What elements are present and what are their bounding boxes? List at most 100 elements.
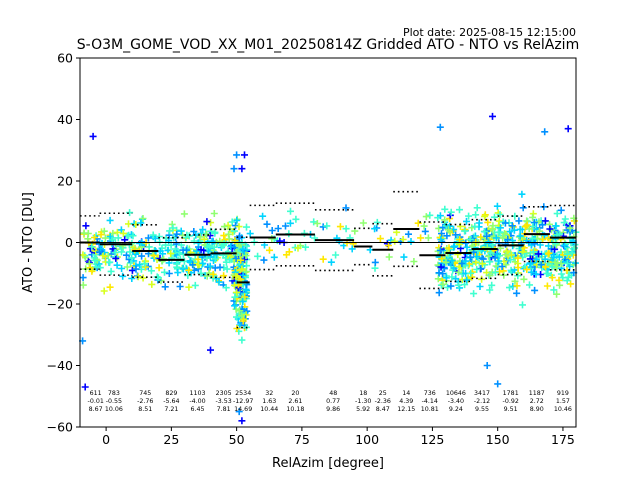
plot-date: Plot date: 2025-08-15 12:15:00 — [403, 26, 576, 39]
scatter-point — [165, 270, 173, 277]
scatter-point — [445, 244, 453, 252]
scatter-point — [137, 219, 145, 227]
scatter-point — [99, 252, 107, 259]
scatter-point — [421, 227, 429, 235]
scatter-point — [477, 265, 485, 272]
scatter-point — [233, 325, 241, 332]
bin-count-label: 1781 — [503, 390, 519, 397]
scatter-point — [496, 224, 504, 232]
bin-mean-label: -2.36 — [375, 398, 391, 405]
scatter-point — [107, 267, 115, 275]
bin-std-label: 9.51 — [504, 406, 518, 413]
bin-std-label: 7.81 — [217, 406, 231, 413]
bin-count-label: 919 — [557, 390, 569, 397]
scatter-point — [487, 249, 495, 257]
scatter-point — [481, 212, 489, 220]
bin-count-label: 736 — [424, 390, 436, 397]
bin-count-label: 745 — [139, 390, 151, 397]
scatter-point — [233, 216, 241, 224]
scatter-point — [243, 242, 250, 250]
scatter-point — [185, 266, 193, 274]
scatter-point — [439, 270, 447, 278]
bin-std-label: 12.15 — [397, 406, 415, 413]
bin-count-label: 14 — [402, 390, 410, 397]
scatter-point — [548, 274, 556, 282]
scatter-point — [551, 258, 559, 266]
bin-mean-label: -4.00 — [189, 398, 205, 405]
x-axis-ticks: 0 25 50 75 100 125 150 175 — [102, 427, 575, 447]
x-tick-label: 150 — [486, 432, 510, 447]
scatter-point — [553, 290, 561, 298]
x-tick-label: 175 — [551, 432, 575, 447]
bin-statistics — [80, 190, 576, 329]
bin-mean-label: 0.77 — [326, 398, 340, 405]
scatter-point — [444, 226, 452, 234]
y-tick-label: 60 — [57, 51, 73, 66]
scatter-point — [310, 218, 318, 226]
scatter-point — [123, 263, 131, 271]
scatter-point — [385, 253, 393, 261]
scatter-point — [197, 246, 205, 254]
x-tick-label: 100 — [355, 432, 379, 447]
bin-std-label: 10.44 — [260, 406, 278, 413]
scatter-point — [327, 258, 335, 266]
y-tick-label: 20 — [57, 174, 73, 189]
scatter-point — [566, 224, 574, 232]
scatter-point — [434, 275, 442, 283]
x-tick-label: 0 — [102, 432, 110, 447]
scatter-point — [491, 254, 499, 262]
scatter-point — [563, 250, 571, 258]
scatter-point — [233, 288, 241, 296]
bin-count-label: 25 — [379, 390, 387, 397]
scatter-point — [461, 281, 469, 289]
bin-count-label: 783 — [108, 390, 120, 397]
scatter-point — [282, 222, 289, 230]
scatter-point — [100, 227, 108, 235]
scatter-point — [359, 219, 367, 227]
bin-mean-label: -12.97 — [233, 398, 253, 405]
scatter-point — [220, 239, 228, 247]
scatter-point — [564, 125, 572, 133]
scatter-point — [484, 218, 492, 226]
scatter-point — [417, 234, 425, 242]
scatter-point — [450, 264, 458, 272]
scatter-point — [106, 216, 114, 224]
scatter-point — [323, 222, 331, 230]
scatter-point — [546, 225, 554, 233]
scatter-point — [216, 263, 224, 271]
scatter-point — [471, 222, 479, 230]
scatter-point — [200, 235, 208, 243]
y-tick-label: −40 — [47, 358, 73, 373]
scatter-point — [530, 219, 538, 227]
scatter-point — [452, 231, 460, 239]
bin-std-label: 5.92 — [356, 406, 370, 413]
scatter-point — [373, 218, 381, 226]
scatter-point — [192, 231, 200, 239]
scatter-point — [542, 263, 550, 271]
scatter-point — [128, 275, 136, 282]
scatter-point — [180, 210, 188, 218]
scatter-point — [155, 264, 163, 272]
scatter-point — [470, 290, 478, 298]
scatter-point — [139, 215, 147, 222]
scatter-point — [231, 281, 238, 289]
scatter-point — [260, 256, 268, 264]
scatter-point — [414, 219, 422, 227]
bin-count-label: 10646 — [446, 390, 466, 397]
scatter-point — [196, 233, 204, 241]
scatter-point — [259, 212, 267, 220]
scatter-point — [82, 222, 90, 230]
scatter-point — [185, 283, 193, 291]
scatter-point — [437, 263, 445, 271]
scatter-point — [467, 269, 475, 277]
chart-title: S-O3M_GOME_VOD_XX_M01_20250814Z Gridded … — [77, 37, 579, 53]
scatter-point — [211, 229, 219, 237]
scatter-point — [215, 278, 223, 286]
scatter-point — [491, 268, 499, 276]
scatter-point — [435, 289, 443, 297]
scatter-point — [113, 261, 121, 269]
scatter-point — [222, 284, 230, 292]
scatter-point — [197, 269, 205, 277]
scatter-point — [167, 250, 175, 258]
scatter-point — [473, 266, 481, 273]
